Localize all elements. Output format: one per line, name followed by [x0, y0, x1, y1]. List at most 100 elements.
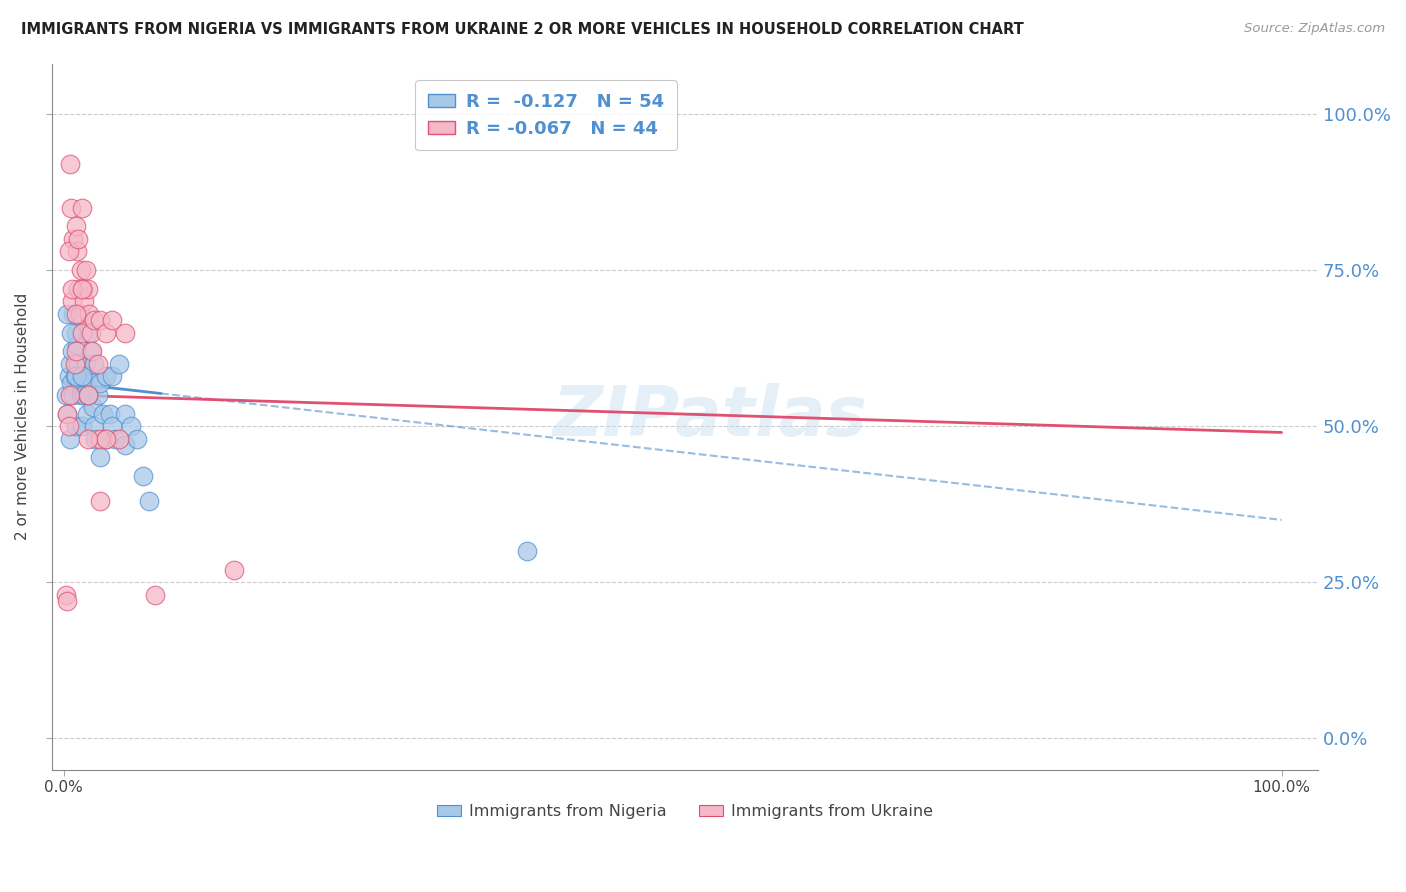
Point	[60, 294, 83, 309]
Text: Source: ZipAtlas.com: Source: ZipAtlas.com	[1244, 22, 1385, 36]
Point	[83, 313, 105, 327]
Point	[87, 357, 110, 371]
Point	[79, 369, 101, 384]
Point	[101, 419, 124, 434]
Point	[69, 307, 91, 321]
Point	[79, 326, 101, 340]
Point	[114, 438, 136, 452]
Point	[77, 282, 100, 296]
Point	[138, 494, 160, 508]
Point	[73, 294, 96, 309]
Point	[66, 338, 89, 352]
Point	[65, 419, 87, 434]
Point	[82, 401, 104, 415]
Point	[58, 244, 80, 259]
Point	[84, 432, 107, 446]
Point	[60, 326, 83, 340]
Point	[91, 407, 114, 421]
Point	[101, 313, 124, 327]
Point	[70, 419, 93, 434]
Point	[77, 388, 100, 402]
Point	[65, 219, 87, 234]
Point	[120, 419, 142, 434]
Point	[96, 326, 118, 340]
Point	[143, 588, 166, 602]
Point	[60, 282, 83, 296]
Point	[80, 376, 103, 390]
Point	[59, 388, 82, 402]
Point	[73, 388, 96, 402]
Point	[89, 450, 111, 465]
Point	[114, 407, 136, 421]
Point	[65, 307, 87, 321]
Point	[70, 282, 93, 296]
Point	[56, 594, 79, 608]
Point	[96, 432, 118, 446]
Point	[70, 201, 93, 215]
Point	[89, 376, 111, 390]
Text: IMMIGRANTS FROM NIGERIA VS IMMIGRANTS FROM UKRAINE 2 OR MORE VEHICLES IN HOUSEHO: IMMIGRANTS FROM NIGERIA VS IMMIGRANTS FR…	[21, 22, 1024, 37]
Point	[59, 432, 82, 446]
Point	[75, 357, 97, 371]
Point	[79, 344, 101, 359]
Point	[62, 388, 84, 402]
Point	[72, 282, 94, 296]
Point	[60, 344, 83, 359]
Point	[70, 326, 93, 340]
Point	[89, 432, 111, 446]
Point	[59, 157, 82, 171]
Point	[79, 307, 101, 321]
Point	[69, 376, 91, 390]
Point	[65, 326, 87, 340]
Point	[58, 369, 80, 384]
Text: ZIPatlas: ZIPatlas	[553, 384, 868, 450]
Point	[62, 232, 84, 246]
Point	[96, 432, 118, 446]
Point	[70, 369, 93, 384]
Point	[75, 263, 97, 277]
Point	[60, 201, 83, 215]
Point	[104, 432, 127, 446]
Point	[83, 419, 105, 434]
Legend: Immigrants from Nigeria, Immigrants from Ukraine: Immigrants from Nigeria, Immigrants from…	[430, 797, 939, 825]
Point	[107, 432, 129, 446]
Y-axis label: 2 or more Vehicles in Household: 2 or more Vehicles in Household	[15, 293, 30, 541]
Point	[72, 369, 94, 384]
Point	[87, 388, 110, 402]
Point	[101, 369, 124, 384]
Point	[132, 469, 155, 483]
Point	[77, 388, 100, 402]
Point	[59, 357, 82, 371]
Point	[70, 282, 93, 296]
Point	[58, 419, 80, 434]
Point	[69, 263, 91, 277]
Point	[77, 432, 100, 446]
Point	[83, 357, 105, 371]
Point	[65, 369, 87, 384]
Point	[67, 232, 90, 246]
Point	[62, 307, 84, 321]
Point	[89, 494, 111, 508]
Point	[69, 388, 91, 402]
Point	[56, 407, 79, 421]
Point	[98, 407, 121, 421]
Point	[96, 369, 118, 384]
Point	[77, 388, 100, 402]
Point	[63, 369, 86, 384]
Point	[107, 357, 129, 371]
Point	[63, 357, 86, 371]
Point	[65, 344, 87, 359]
Point	[56, 407, 79, 421]
Point	[55, 388, 77, 402]
Point	[125, 432, 148, 446]
Point	[67, 282, 90, 296]
Point	[55, 588, 77, 602]
Point	[76, 407, 98, 421]
Point	[224, 563, 246, 577]
Point	[515, 544, 537, 558]
Point	[67, 357, 90, 371]
Point	[60, 376, 83, 390]
Point	[114, 326, 136, 340]
Point	[56, 307, 79, 321]
Point	[66, 244, 89, 259]
